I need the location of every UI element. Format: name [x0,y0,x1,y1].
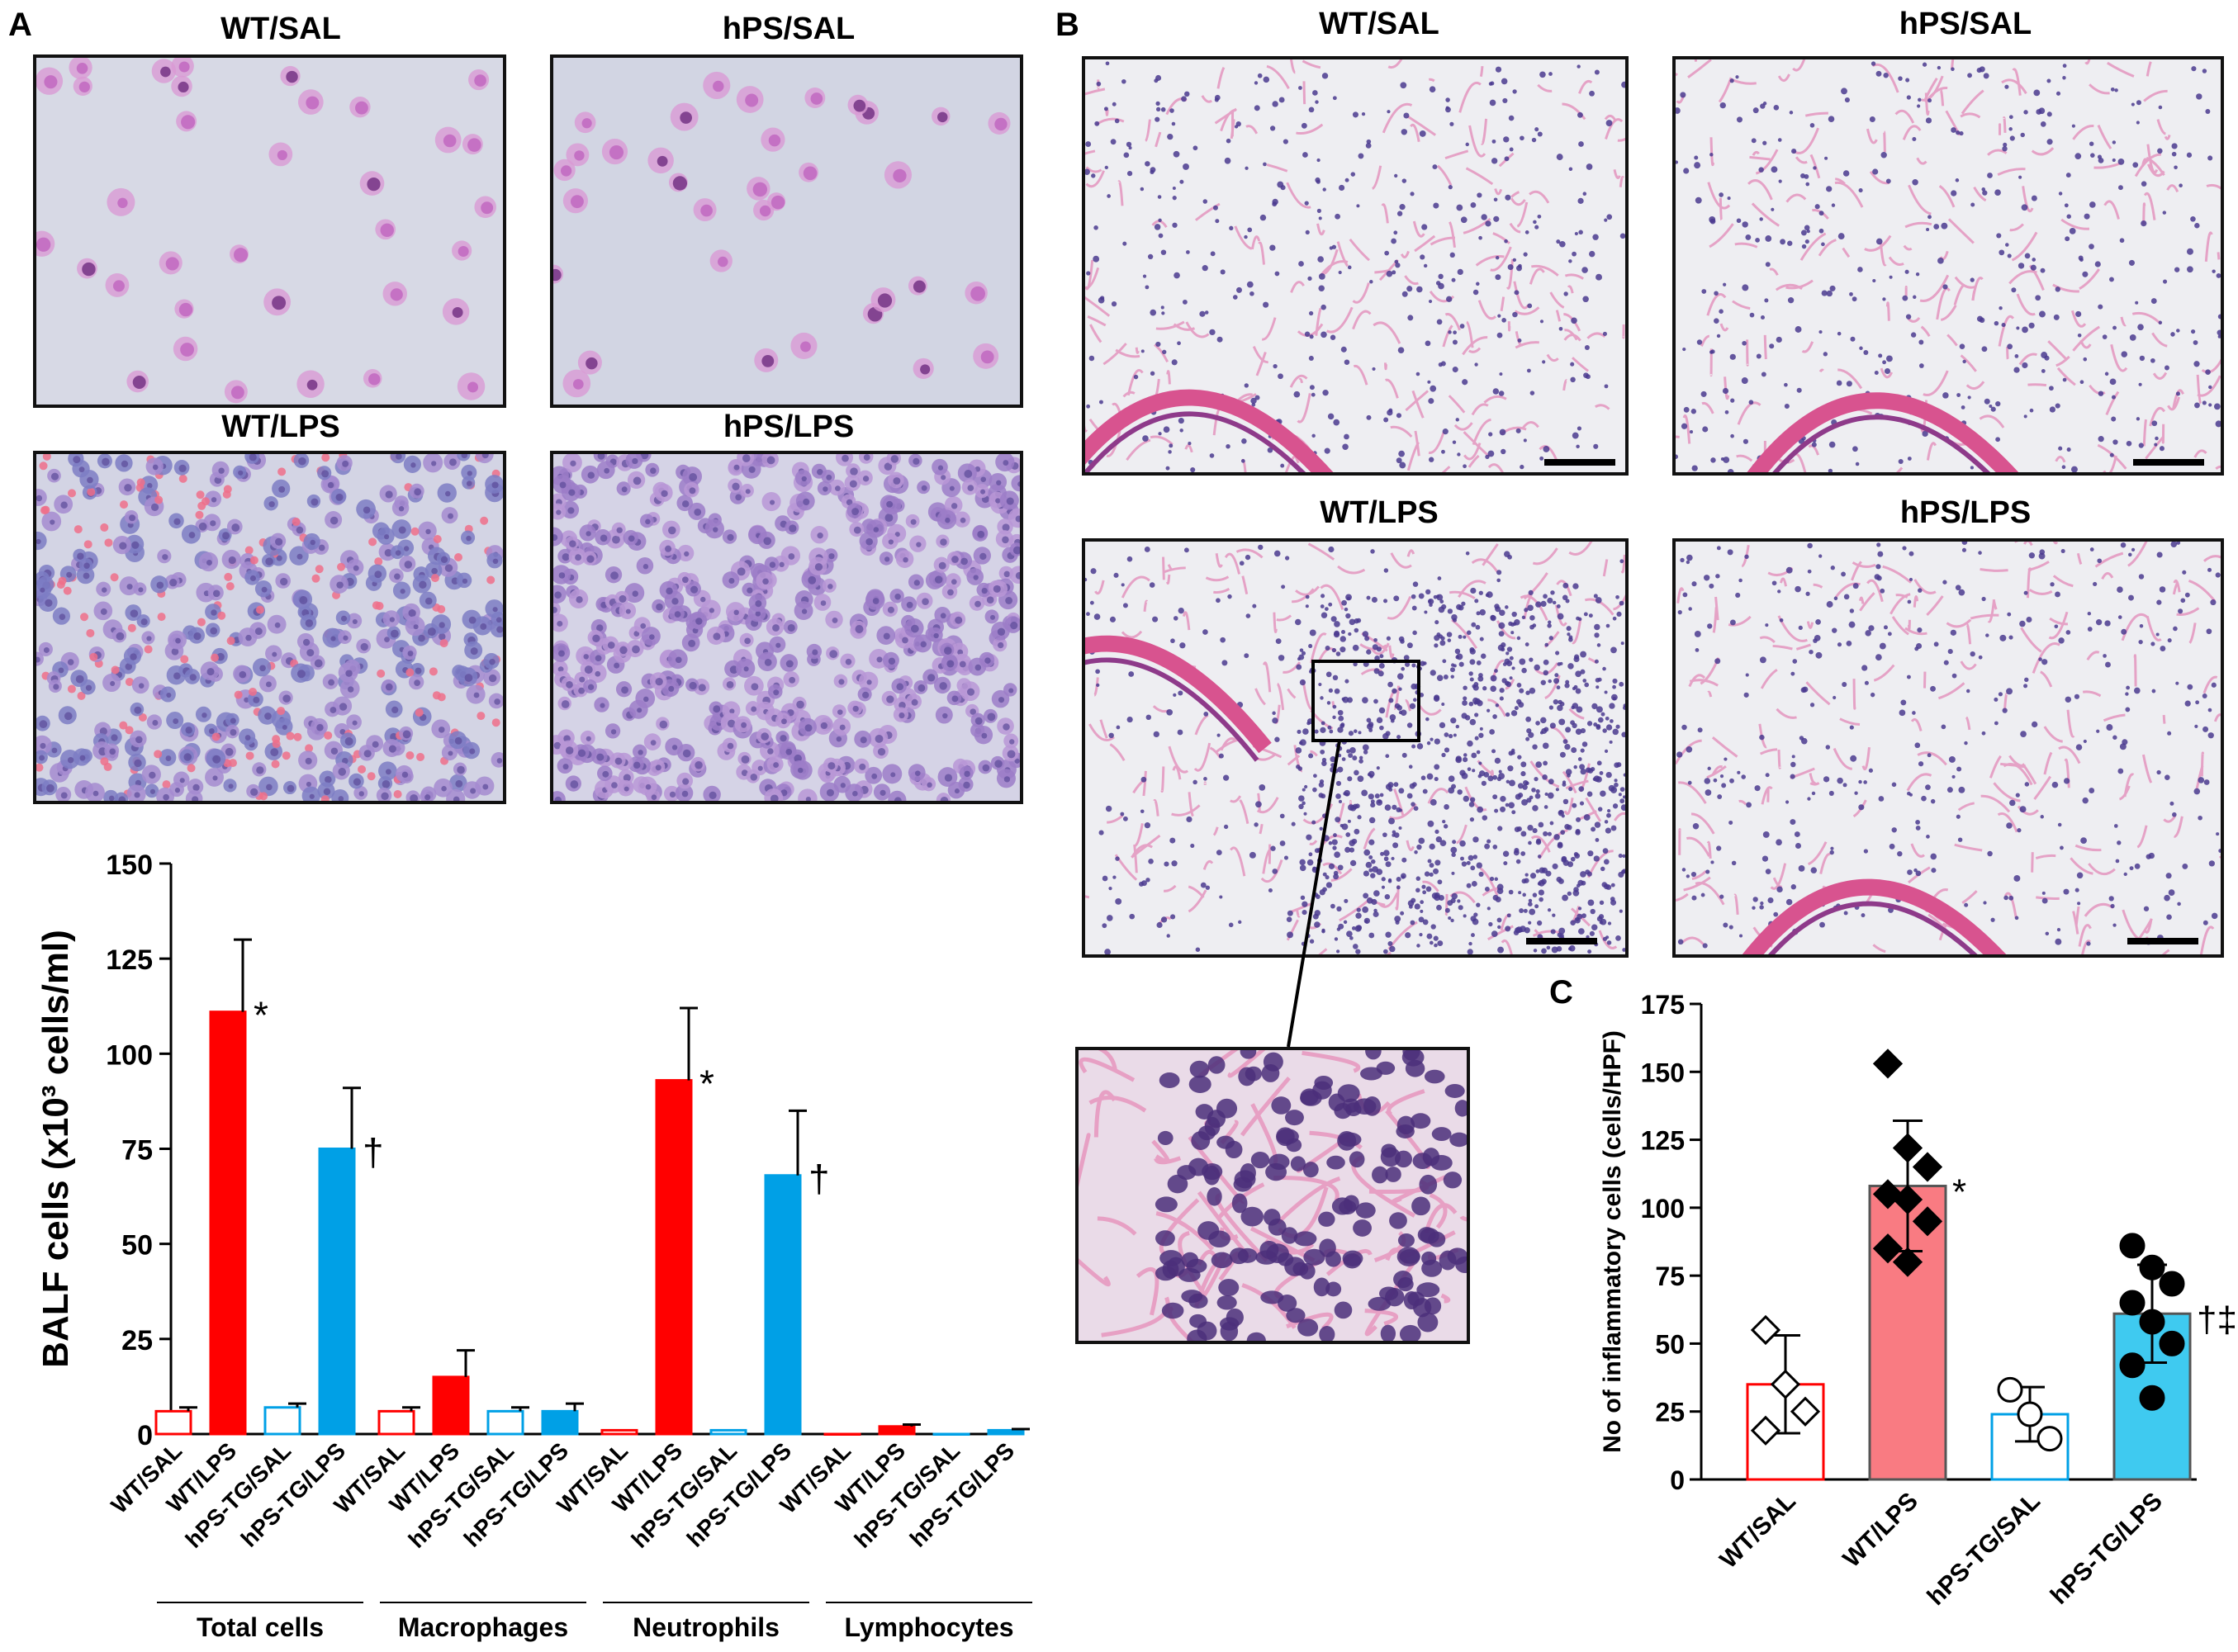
y-tick-label: 75 [1655,1261,1685,1291]
significance-mark: † [808,1157,830,1200]
x-tick-label: WT/SAL [1714,1488,1801,1574]
y-tick-label: 75 [121,1135,153,1167]
lung-wt-sal-image [1082,56,1629,476]
balf-cells-bar-chart: 0 25 50 75 100 125 150 BALF cells (x10³ cells/m… [36,850,1032,1642]
y-axis-label: No of inflammatory cells (cells/HPF) [1599,1030,1626,1453]
y-axis-label: BALF cells (x10³ cells/ml) [36,930,76,1368]
bar [377,1409,415,1436]
data-point [2139,1385,2165,1411]
cytospin-wt-lps-image [33,451,506,804]
bar [600,1428,638,1436]
y-tick-label: 100 [1641,1194,1685,1224]
data-point [1892,1184,1923,1215]
panel-label-b: B [1055,7,1079,43]
data-point [1997,1376,2023,1403]
data-point [1912,1206,1943,1237]
data-point [1872,1048,1904,1079]
y-tick-label: 0 [137,1420,153,1451]
significance-mark: * [1952,1172,1966,1213]
x-tick-label: hPS-TG/SAL [1923,1488,2046,1611]
data-point [2139,1309,2165,1335]
lung-wt-lps-image [1082,538,1629,958]
inflammatory-cells-bar-chart: 0 25 50 75 100 125 150 175 No of inflammatory ce… [1599,990,2237,1611]
y-tick-label: 125 [106,944,153,976]
y-tick-label: 50 [1655,1329,1685,1359]
data-point [1790,1396,1821,1427]
data-point [1892,1247,1923,1277]
cytospin-wt-sal-image [33,54,506,408]
b-title-wt-lps: WT/LPS [1320,495,1439,530]
a-title-wt-sal: WT/SAL [220,12,341,46]
significance-mark: †‡ [2197,1299,2237,1340]
data-point [2017,1401,2043,1427]
x-tick-label: WT/LPS [1837,1488,1923,1573]
cytospin-hps-sal-image [550,54,1023,408]
bar [655,1079,693,1436]
bar [432,1375,470,1436]
b-title-wt-sal: WT/SAL [1319,7,1439,41]
y-tick-label: 100 [106,1039,153,1071]
x-tick-label: hPS-TG/LPS [2046,1488,2168,1610]
y-tick-label: 125 [1641,1126,1685,1156]
data-point [2119,1233,2146,1259]
panel-label-c: C [1549,974,1573,1011]
y-tick-label: 25 [1655,1398,1685,1427]
bar [263,1406,301,1436]
data-point [2159,1271,2185,1297]
bar [987,1428,1025,1436]
lung-hps-sal-image [1672,56,2224,476]
a-title-hps-sal: hPS/SAL [722,12,856,46]
y-tick-label: 150 [106,850,153,881]
data-point [1770,1369,1801,1399]
data-point [1892,1133,1923,1163]
group-label: Neutrophils [633,1612,780,1642]
bar [318,1148,356,1436]
significance-mark: * [699,1063,714,1105]
data-point [1912,1152,1943,1182]
bar [154,1409,192,1436]
data-point [2036,1426,2063,1452]
a-title-wt-lps: WT/LPS [221,409,340,444]
bar [878,1425,916,1436]
bar [209,1011,247,1436]
data-point [2119,1290,2146,1316]
significance-mark: † [363,1131,384,1174]
a-title-hps-lps: hPS/LPS [723,409,855,444]
y-tick-label: 0 [1670,1465,1685,1495]
bar [932,1432,970,1436]
y-tick-label: 175 [1641,990,1685,1020]
cytospin-hps-lps-image [550,451,1023,804]
group-label: Total cells [197,1612,324,1642]
bar [823,1432,861,1436]
lung-inset-zoom-image [1075,1047,1470,1344]
bar [709,1428,747,1436]
bar [486,1409,524,1436]
data-point [1872,1233,1904,1264]
data-point [2139,1254,2165,1280]
b-title-hps-lps: hPS/LPS [1899,495,2032,530]
data-point [2119,1352,2146,1379]
data-point [1750,1314,1781,1346]
y-tick-label: 50 [121,1230,153,1261]
group-label: Macrophages [398,1612,568,1642]
b-title-hps-sal: hPS/SAL [1899,7,2032,41]
data-point [2159,1330,2185,1356]
lung-hps-lps-image [1672,538,2224,958]
bar [764,1174,802,1436]
panel-label-a: A [8,7,32,43]
bar [541,1409,579,1436]
group-label: Lymphocytes [844,1612,1013,1642]
significance-mark: * [254,994,268,1037]
y-tick-label: 150 [1641,1058,1685,1087]
data-point [1750,1415,1781,1446]
y-tick-label: 25 [121,1325,153,1356]
